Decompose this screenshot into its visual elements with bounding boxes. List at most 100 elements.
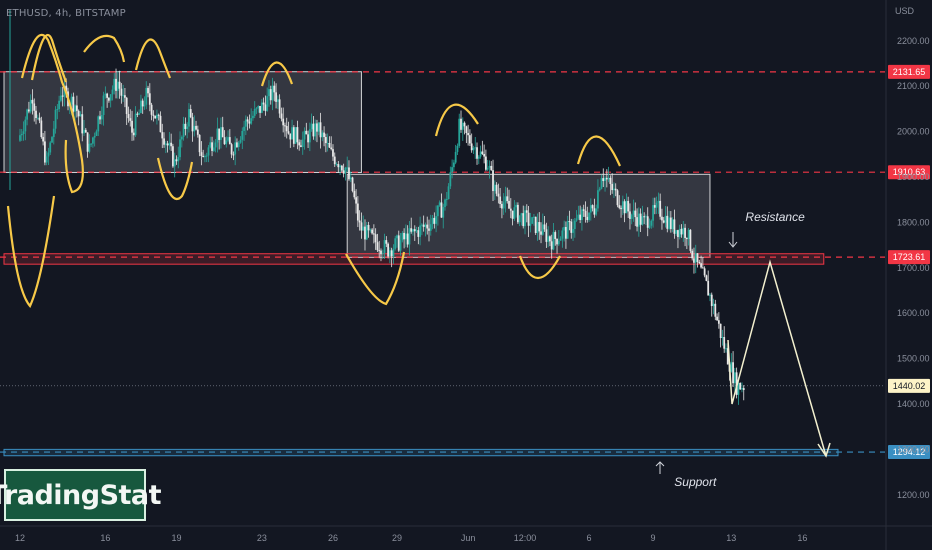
candle-body [477, 156, 480, 159]
candle-body [253, 108, 256, 116]
x-tick-label: 9 [651, 533, 656, 543]
candle-body [417, 230, 420, 237]
x-tick-label: 29 [392, 533, 402, 543]
candle-body [278, 99, 281, 114]
candle-body [445, 198, 448, 200]
candle-body [408, 228, 411, 245]
candle-body [684, 227, 686, 238]
candle-body [29, 99, 32, 112]
candle-body [609, 177, 612, 184]
projection-arrowhead [817, 442, 831, 458]
price-level-tag [888, 445, 930, 460]
candle-body [613, 188, 615, 191]
candle-body [376, 242, 379, 251]
candle-body [447, 186, 450, 199]
candle-body [525, 210, 528, 213]
candle-body [104, 93, 107, 96]
candle-body [725, 348, 727, 350]
candle-body [102, 95, 105, 116]
brand-logo: TradingStat [0, 469, 162, 521]
candle-body [412, 229, 414, 232]
candle-body [390, 250, 393, 257]
candle-body [287, 131, 290, 134]
candle-body [147, 87, 149, 94]
candle-body [549, 236, 551, 242]
candle-body [584, 210, 587, 217]
candle-body [188, 109, 190, 127]
candle-body [19, 135, 21, 141]
candle-body [429, 224, 432, 231]
candle-body [673, 219, 676, 234]
candle-body [675, 230, 678, 234]
candle-body [339, 165, 341, 168]
candle-body [40, 120, 43, 138]
candle-body [241, 130, 244, 140]
candle-body [372, 233, 375, 235]
candle-body [385, 240, 388, 244]
candle-body [316, 123, 318, 132]
x-tick-label: 23 [257, 533, 267, 543]
candle-body [621, 201, 624, 210]
candle-body [733, 372, 736, 384]
price-level-tag [888, 250, 930, 265]
resistance-arrowhead [728, 241, 738, 248]
candle-body [657, 200, 660, 203]
y-tick-label: 1500.00 [897, 354, 930, 364]
y-tick-label: 2100.00 [897, 81, 930, 91]
candle-body [541, 224, 544, 235]
candle-body [77, 110, 80, 117]
candle-body [239, 139, 242, 143]
candle-body [515, 204, 518, 208]
candle-body [116, 81, 119, 91]
candle-body [591, 205, 594, 209]
scribble-trough-c [345, 251, 406, 306]
scribble-trough-a [156, 157, 194, 200]
candle-body [58, 100, 61, 110]
candle-body [627, 200, 630, 212]
candle-body [300, 145, 302, 147]
candle-body [250, 118, 253, 124]
candle-body [677, 230, 679, 238]
candle-body [72, 96, 75, 112]
candle-body [682, 227, 685, 235]
candle-body [38, 117, 41, 121]
candle-body [328, 142, 331, 148]
candle-body [344, 167, 347, 174]
candle-body [490, 165, 493, 171]
candle-body [664, 215, 667, 223]
candle-body [431, 217, 434, 225]
annotations: Resistance Support [674, 210, 805, 489]
candle-body [371, 229, 373, 234]
candle-body [95, 131, 98, 136]
candle-body [145, 87, 148, 105]
candle-body [255, 108, 258, 110]
candle-body [285, 125, 288, 132]
candle-body [97, 116, 100, 132]
candle-body [156, 114, 158, 119]
candle-body [545, 229, 548, 242]
candle-body [330, 147, 333, 150]
candle-body [703, 268, 706, 276]
candle-body [317, 122, 320, 132]
candle-body [730, 362, 733, 372]
candle-body [436, 205, 439, 217]
candle-body [419, 225, 422, 237]
candle-body [735, 372, 738, 395]
candle-body [518, 215, 521, 223]
candle-body [292, 127, 295, 144]
candle-body [380, 250, 382, 255]
candle-body [369, 229, 372, 231]
y-tick-label: 1700.00 [897, 263, 930, 273]
candle-body [31, 99, 34, 104]
candle-body [531, 217, 534, 224]
x-tick-label: 12 [15, 533, 25, 543]
candle-body [424, 224, 427, 227]
candle-body [211, 142, 213, 151]
candle-body [605, 177, 608, 180]
candle-body [570, 221, 573, 233]
candle-body [228, 137, 231, 145]
y-axis: 1200.00 1300.00 1400.00 1500.00 1600.00 1700.… [885, 0, 930, 550]
candle-body [51, 137, 53, 143]
candle-body [355, 197, 357, 204]
